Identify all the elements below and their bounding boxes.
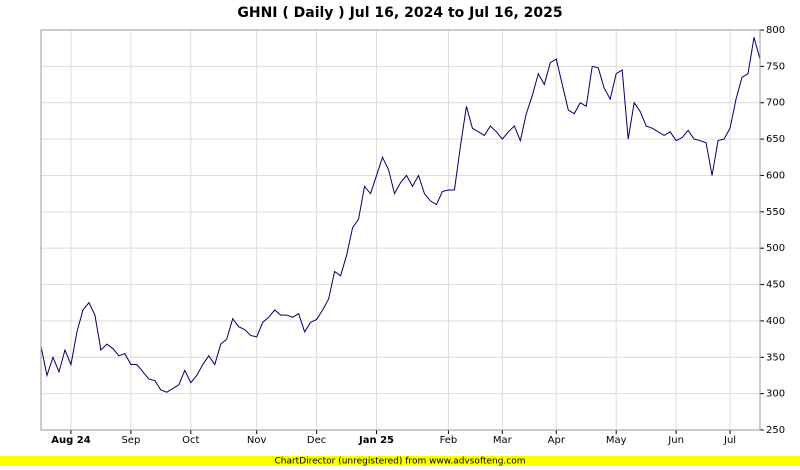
- y-tick-label: 800: [766, 25, 785, 36]
- x-tick-label: Oct: [182, 435, 199, 446]
- x-tick-label: Jul: [723, 435, 736, 446]
- footer-bar: [0, 456, 800, 466]
- x-tick-label: May: [606, 435, 627, 446]
- x-tick-label: Sep: [121, 435, 140, 446]
- y-tick-label: 750: [766, 61, 785, 72]
- chart-title: GHNI ( Daily ) Jul 16, 2024 to Jul 16, 2…: [237, 5, 562, 21]
- x-tick-label: Mar: [493, 435, 513, 446]
- y-tick-label: 700: [766, 98, 785, 109]
- price-line: [40, 37, 761, 393]
- x-tick-label: Jun: [667, 435, 684, 446]
- y-tick-label: 600: [766, 170, 785, 181]
- y-tick-label: 350: [766, 352, 785, 363]
- x-tick-label: Jan 25: [358, 435, 394, 446]
- y-tick-label: 500: [766, 243, 785, 254]
- x-tick-label: Dec: [307, 435, 326, 446]
- y-tick-label: 400: [766, 316, 785, 327]
- y-tick-label: 250: [766, 425, 785, 436]
- x-tick-label: Nov: [247, 435, 267, 446]
- plot-border: [40, 29, 761, 431]
- y-tick-label: 550: [766, 207, 785, 218]
- footer: ChartDirector (unregistered) from www.ad…: [274, 457, 525, 467]
- x-tick-label: Apr: [548, 435, 566, 446]
- plot-area: [40, 29, 761, 431]
- x-tick-label: Aug 24: [51, 435, 90, 446]
- y-tick-label: 650: [766, 134, 785, 145]
- y-tick-label: 450: [766, 280, 785, 291]
- y-tick-label: 300: [766, 389, 785, 400]
- x-tick-label: Feb: [440, 435, 458, 446]
